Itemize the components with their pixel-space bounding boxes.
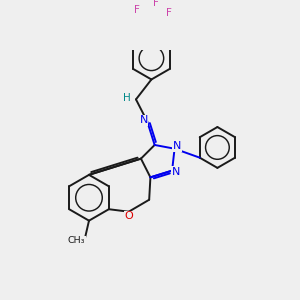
Text: CH₃: CH₃ bbox=[68, 236, 85, 245]
Text: H: H bbox=[123, 93, 131, 103]
Text: F: F bbox=[166, 8, 172, 19]
Text: N: N bbox=[172, 167, 180, 177]
Text: N: N bbox=[140, 115, 148, 125]
Text: O: O bbox=[125, 211, 134, 221]
Text: F: F bbox=[153, 0, 159, 8]
Text: F: F bbox=[134, 5, 140, 15]
Text: N: N bbox=[173, 141, 181, 151]
